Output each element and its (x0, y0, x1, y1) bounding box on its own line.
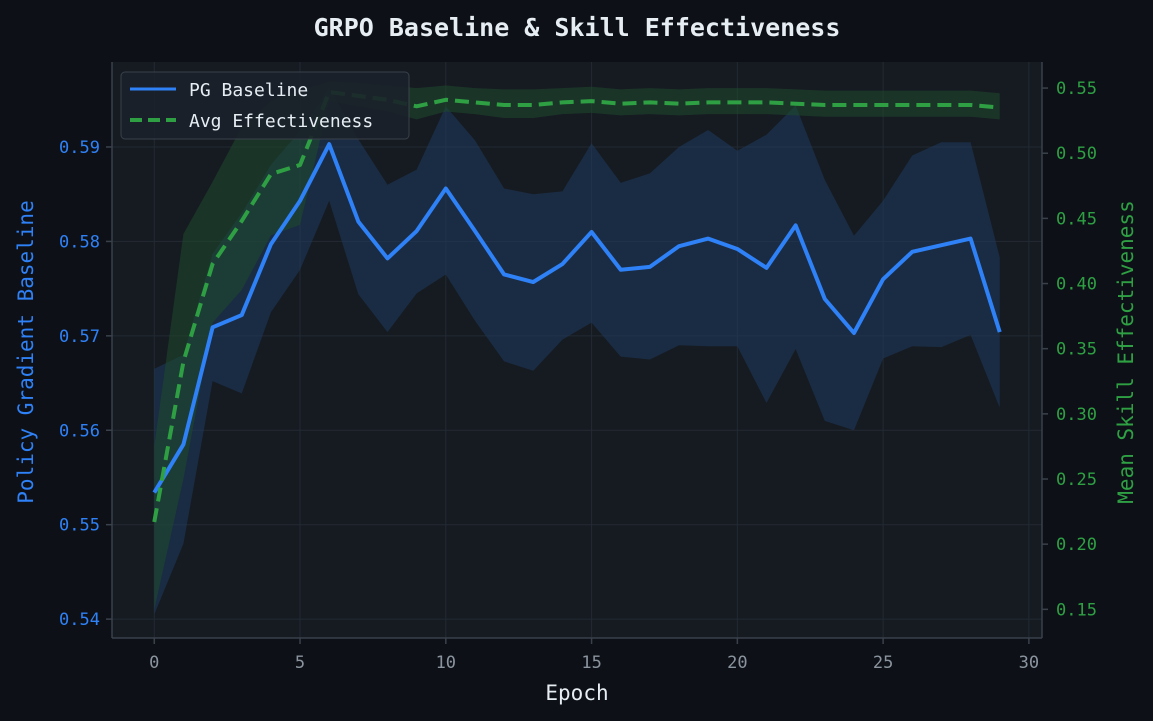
y-axis-right-label: Mean Skill Effectiveness (1114, 200, 1138, 503)
y-left-tick-label: 0.54 (59, 610, 100, 630)
line-avg-effectiveness (152, 89, 1000, 523)
y-left-tick-label: 0.59 (59, 138, 100, 158)
x-tick-label: 0 (149, 653, 159, 673)
chart-title: GRPO Baseline & Skill Effectiveness (314, 13, 841, 42)
legend-label-pg-baseline: PG Baseline (189, 80, 308, 101)
axes-spines (111, 62, 1043, 639)
axis-ticks: 0 5 10 15 20 25 30 0.54 0.55 0.56 0.57 0.58 0.59 0.15… (59, 79, 1097, 673)
y-left-tick-label: 0.57 (59, 327, 100, 347)
x-tick-label: 10 (436, 653, 456, 673)
y-right-tick-label: 0.20 (1056, 535, 1097, 555)
x-tick-label: 15 (581, 653, 601, 673)
y-right-tick-label: 0.55 (1056, 79, 1097, 99)
y-axis-left-label: Policy Gradient Baseline (14, 200, 38, 503)
y-left-tick-label: 0.58 (59, 232, 100, 252)
legend-label-avg-effectiveness: Avg Effectiveness (189, 111, 373, 132)
y-right-tick-label: 0.35 (1056, 340, 1097, 360)
y-right-tick-label: 0.25 (1056, 470, 1097, 490)
x-tick-label: 5 (295, 653, 305, 673)
y-right-tick-label: 0.40 (1056, 275, 1097, 295)
band-pg-baseline (154, 87, 1000, 615)
x-tick-label: 25 (873, 653, 893, 673)
y-left-tick-label: 0.56 (59, 421, 100, 441)
legend-box (120, 71, 410, 140)
y-right-tick-label: 0.30 (1056, 405, 1097, 425)
line-pg-baseline (152, 142, 1002, 494)
x-tick-label: 20 (727, 653, 747, 673)
y-right-tick-label: 0.15 (1056, 600, 1097, 620)
series-lines (152, 89, 1002, 523)
legend: PG Baseline Avg Effectiveness (120, 71, 410, 140)
x-axis-label: Epoch (545, 681, 608, 705)
y-left-tick-label: 0.55 (59, 516, 100, 536)
y-right-tick-label: 0.45 (1056, 209, 1097, 229)
x-tick-label: 30 (1019, 653, 1039, 673)
y-right-tick-label: 0.50 (1056, 144, 1097, 164)
